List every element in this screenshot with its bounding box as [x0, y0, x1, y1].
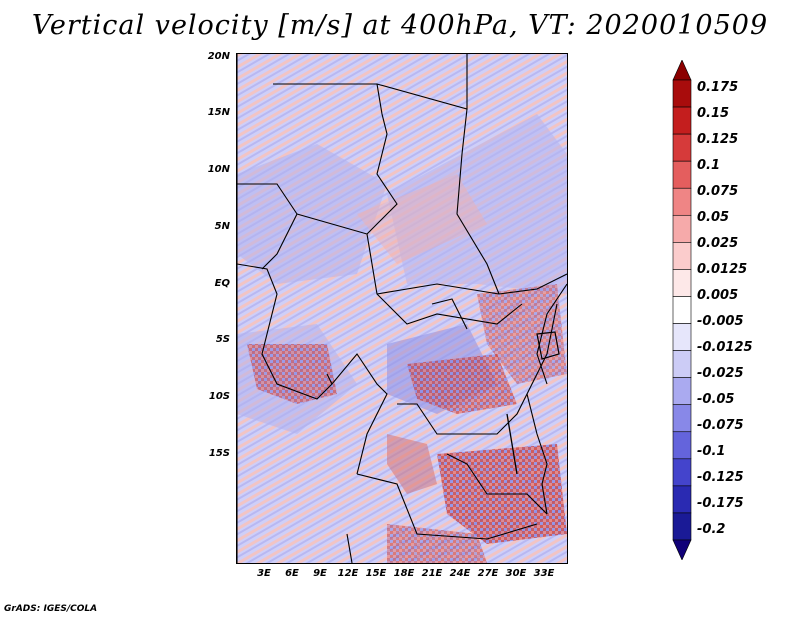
- colorbar-label: 0.1: [697, 158, 721, 173]
- colorbar-swatch: [672, 269, 692, 297]
- colorbar-label: -0.075: [697, 418, 744, 433]
- colorbar-swatch: [672, 458, 692, 487]
- colorbar-swatch: [672, 296, 692, 324]
- lat-label-5s: 5S: [215, 334, 230, 345]
- colorbar-swatch: [672, 539, 692, 560]
- lat-label-20n: 20N: [207, 51, 230, 62]
- colorbar-label: -0.1: [697, 444, 726, 459]
- colorbar-label: -0.05: [697, 392, 735, 407]
- colorbar-swatch: [672, 133, 692, 162]
- colorbar-swatch: [672, 485, 692, 514]
- colorbar-label: 0.05: [697, 210, 730, 225]
- lon-label-3e: 3E: [257, 568, 271, 579]
- colorbar-swatch: [672, 377, 692, 406]
- lat-label-10s: 10S: [208, 391, 230, 402]
- colorbar-swatch: [672, 60, 692, 81]
- lon-label-18e: 18E: [393, 568, 415, 579]
- colorbar-swatch: [672, 350, 692, 378]
- lon-label-27e: 27E: [477, 568, 499, 579]
- colorbar-swatch: [672, 106, 692, 135]
- lat-label-10n: 10N: [207, 164, 230, 175]
- lon-label-9e: 9E: [313, 568, 327, 579]
- colorbar-label: 0.125: [697, 132, 739, 147]
- map-panel: [236, 53, 568, 564]
- lat-label-5n: 5N: [214, 221, 230, 232]
- colorbar-label: 0.005: [697, 288, 739, 303]
- colorbar-label: -0.025: [697, 366, 744, 381]
- colorbar-swatch: [672, 242, 692, 270]
- colorbar-swatch: [672, 323, 692, 351]
- colorbar-label: -0.2: [697, 522, 726, 537]
- lon-label-6e: 6E: [285, 568, 299, 579]
- colorbar-label: -0.175: [697, 496, 744, 511]
- colorbar-label: 0.0125: [697, 262, 748, 277]
- lat-label-15n: 15N: [207, 107, 230, 118]
- lat-label-eq: EQ: [214, 278, 230, 289]
- colorbar-label: 0.075: [697, 184, 739, 199]
- colorbar-label: -0.125: [697, 470, 744, 485]
- vertical-velocity-field: [237, 54, 567, 563]
- colorbar-swatch: [672, 512, 692, 541]
- colorbar-label: 0.15: [697, 106, 730, 121]
- grads-credit: GrADS: IGES/COLA: [4, 604, 98, 614]
- colorbar-label: 0.175: [697, 80, 739, 95]
- lon-label-33e: 33E: [533, 568, 555, 579]
- lon-label-21e: 21E: [421, 568, 443, 579]
- colorbar: [672, 60, 692, 560]
- colorbar-swatch: [672, 160, 692, 189]
- colorbar-swatch: [672, 187, 692, 216]
- colorbar-swatch: [672, 404, 692, 433]
- lon-label-24e: 24E: [449, 568, 471, 579]
- colorbar-swatch: [672, 431, 692, 460]
- colorbar-label: -0.0125: [697, 340, 753, 355]
- map-title: Vertical velocity [m/s] at 400hPa, VT: 2…: [31, 10, 769, 41]
- colorbar-swatch: [672, 79, 692, 108]
- lat-label-15s: 15S: [208, 448, 230, 459]
- colorbar-label: 0.025: [697, 236, 739, 251]
- colorbar-swatch: [672, 214, 692, 243]
- lon-label-12e: 12E: [337, 568, 359, 579]
- lon-label-15e: 15E: [365, 568, 387, 579]
- lon-label-30e: 30E: [505, 568, 527, 579]
- colorbar-label: -0.005: [697, 314, 744, 329]
